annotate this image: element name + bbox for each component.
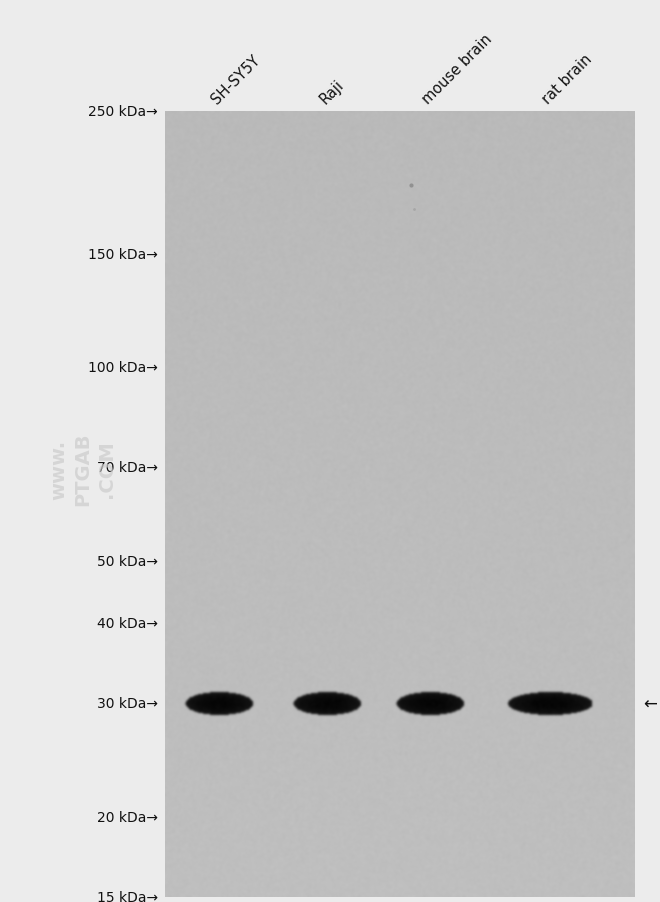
Text: www.
PTGAB
.COM: www. PTGAB .COM bbox=[50, 432, 116, 506]
Text: 100 kDa→: 100 kDa→ bbox=[88, 361, 158, 374]
Text: 15 kDa→: 15 kDa→ bbox=[97, 890, 158, 902]
Text: 70 kDa→: 70 kDa→ bbox=[97, 460, 158, 474]
Text: 20 kDa→: 20 kDa→ bbox=[97, 810, 158, 824]
Text: Raji: Raji bbox=[317, 78, 347, 106]
Text: rat brain: rat brain bbox=[540, 51, 595, 106]
Text: 250 kDa→: 250 kDa→ bbox=[88, 105, 158, 119]
Text: 40 kDa→: 40 kDa→ bbox=[97, 616, 158, 630]
Text: 30 kDa→: 30 kDa→ bbox=[97, 696, 158, 711]
Text: ←: ← bbox=[643, 695, 657, 713]
Text: mouse brain: mouse brain bbox=[420, 32, 496, 106]
Text: 150 kDa→: 150 kDa→ bbox=[88, 247, 158, 262]
Text: 50 kDa→: 50 kDa→ bbox=[97, 554, 158, 568]
Text: SH-SY5Y: SH-SY5Y bbox=[209, 52, 263, 106]
